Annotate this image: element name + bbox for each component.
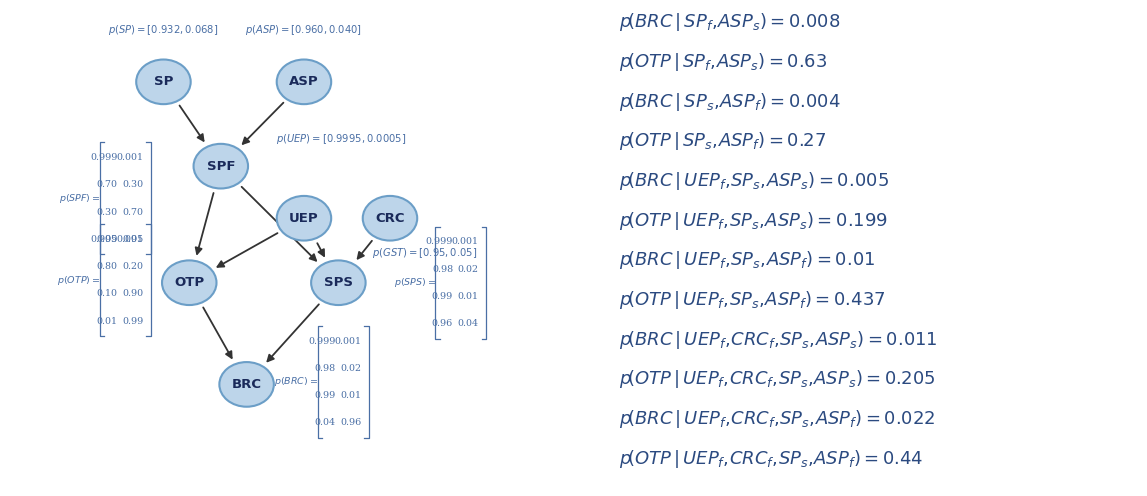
Text: 0.001: 0.001 <box>334 336 361 346</box>
Text: 0.70: 0.70 <box>96 180 117 189</box>
Text: $p(ASP) = [0.960, 0.040]$: $p(ASP) = [0.960, 0.040]$ <box>245 23 362 37</box>
Text: ASP: ASP <box>289 75 319 88</box>
Text: 0.001: 0.001 <box>452 237 479 247</box>
Text: $p\!\left(OTP\,|\,UEP_f,\!SP_s,\!ASP_s\right) = 0.199$: $p\!\left(OTP\,|\,UEP_f,\!SP_s,\!ASP_s\r… <box>619 210 888 232</box>
Text: 0.04: 0.04 <box>314 418 336 428</box>
Ellipse shape <box>194 144 248 188</box>
Ellipse shape <box>362 196 418 241</box>
Text: 0.90: 0.90 <box>123 289 143 299</box>
Text: $p(SPS) =$: $p(SPS) =$ <box>393 276 436 289</box>
Text: $p\!\left(OTP\,|\,UEP_f,\!CRC_f,\!SP_s,\!ASP_f\right) = 0.44$: $p\!\left(OTP\,|\,UEP_f,\!CRC_f,\!SP_s,\… <box>619 448 923 470</box>
Text: $p\!\left(OTP\,|\,SP_f,\!ASP_s\right) = 0.63$: $p\!\left(OTP\,|\,SP_f,\!ASP_s\right) = … <box>619 51 828 73</box>
Text: 0.04: 0.04 <box>458 319 479 328</box>
Text: $p\!\left(BRC\,|\,UEP_f,\!CRC_f,\!SP_s,\!ASP_s\right) = 0.011$: $p\!\left(BRC\,|\,UEP_f,\!CRC_f,\!SP_s,\… <box>619 329 938 351</box>
Text: 0.20: 0.20 <box>123 262 143 271</box>
Text: 0.01: 0.01 <box>96 316 117 326</box>
Text: 0.001: 0.001 <box>116 235 143 244</box>
Text: 0.95: 0.95 <box>122 235 143 244</box>
Text: 0.70: 0.70 <box>123 207 143 217</box>
Text: OTP: OTP <box>174 276 204 289</box>
Text: $p(SP) = [0.932, 0.068]$: $p(SP) = [0.932, 0.068]$ <box>108 23 219 37</box>
Text: BRC: BRC <box>232 378 262 391</box>
Text: 0.02: 0.02 <box>341 364 361 373</box>
Text: 0.99: 0.99 <box>431 292 453 301</box>
Text: 0.96: 0.96 <box>431 319 453 328</box>
Text: 0.96: 0.96 <box>340 418 361 428</box>
Text: $p(SPF) =$: $p(SPF) =$ <box>58 192 101 205</box>
Ellipse shape <box>311 260 366 305</box>
Text: 0.01: 0.01 <box>458 292 479 301</box>
Text: SPS: SPS <box>323 276 353 289</box>
Text: 0.05: 0.05 <box>96 235 117 244</box>
Text: 0.999: 0.999 <box>426 237 453 247</box>
Ellipse shape <box>219 362 274 407</box>
Text: $p\!\left(BRC\,|\,SP_s,\!ASP_f\right) = 0.004$: $p\!\left(BRC\,|\,SP_s,\!ASP_f\right) = … <box>619 91 841 113</box>
Text: $p\!\left(BRC\,|\,SP_f,\!ASP_s\right) = 0.008$: $p\!\left(BRC\,|\,SP_f,\!ASP_s\right) = … <box>619 11 841 33</box>
Ellipse shape <box>162 260 217 305</box>
Text: 0.30: 0.30 <box>96 207 117 217</box>
Text: $p(OTP) =$: $p(OTP) =$ <box>57 274 101 287</box>
Text: SP: SP <box>154 75 173 88</box>
Text: $p\!\left(OTP\,|\,SP_s,\!ASP_f\right) = 0.27$: $p\!\left(OTP\,|\,SP_s,\!ASP_f\right) = … <box>619 130 827 152</box>
Text: $p(BRC) =$: $p(BRC) =$ <box>274 375 319 388</box>
Text: 0.999: 0.999 <box>309 336 336 346</box>
Text: $p\!\left(BRC\,|\,UEP_f,\!CRC_f,\!SP_s,\!ASP_f\right) = 0.022$: $p\!\left(BRC\,|\,UEP_f,\!CRC_f,\!SP_s,\… <box>619 408 936 430</box>
Text: 0.30: 0.30 <box>123 180 143 189</box>
Ellipse shape <box>276 196 331 241</box>
Text: 0.001: 0.001 <box>116 153 143 162</box>
Text: $p\!\left(OTP\,|\,UEP_f,\!CRC_f,\!SP_s,\!ASP_s\right) = 0.205$: $p\!\left(OTP\,|\,UEP_f,\!CRC_f,\!SP_s,\… <box>619 369 936 390</box>
Text: $p\!\left(OTP\,|\,UEP_f,\!SP_s,\!ASP_f\right) = 0.437$: $p\!\left(OTP\,|\,UEP_f,\!SP_s,\!ASP_f\r… <box>619 289 885 311</box>
Text: SPF: SPF <box>206 160 235 173</box>
Text: $p\!\left(BRC\,|\,UEP_f,\!SP_s,\!ASP_s\right) = 0.005$: $p\!\left(BRC\,|\,UEP_f,\!SP_s,\!ASP_s\r… <box>619 170 889 192</box>
Text: CRC: CRC <box>375 212 405 225</box>
Text: 0.999: 0.999 <box>91 235 117 244</box>
Text: $p(UEP) = [0.9995, 0.0005]$: $p(UEP) = [0.9995, 0.0005]$ <box>276 132 406 146</box>
Ellipse shape <box>136 60 190 104</box>
Text: 0.99: 0.99 <box>122 316 143 326</box>
Text: 0.98: 0.98 <box>432 264 453 274</box>
Text: 0.02: 0.02 <box>458 264 479 274</box>
Text: 0.10: 0.10 <box>96 289 117 299</box>
Text: $p\!\left(BRC\,|\,UEP_f,\!SP_s,\!ASP_f\right) = 0.01$: $p\!\left(BRC\,|\,UEP_f,\!SP_s,\!ASP_f\r… <box>619 249 875 271</box>
Text: 0.01: 0.01 <box>341 391 361 400</box>
Text: 0.999: 0.999 <box>91 153 117 162</box>
Text: $p(GST) = [0.95, 0.05]$: $p(GST) = [0.95, 0.05]$ <box>372 246 477 260</box>
Ellipse shape <box>276 60 331 104</box>
Text: UEP: UEP <box>289 212 319 225</box>
Text: 0.99: 0.99 <box>314 391 336 400</box>
Text: 0.80: 0.80 <box>96 262 117 271</box>
Text: 0.98: 0.98 <box>314 364 336 373</box>
